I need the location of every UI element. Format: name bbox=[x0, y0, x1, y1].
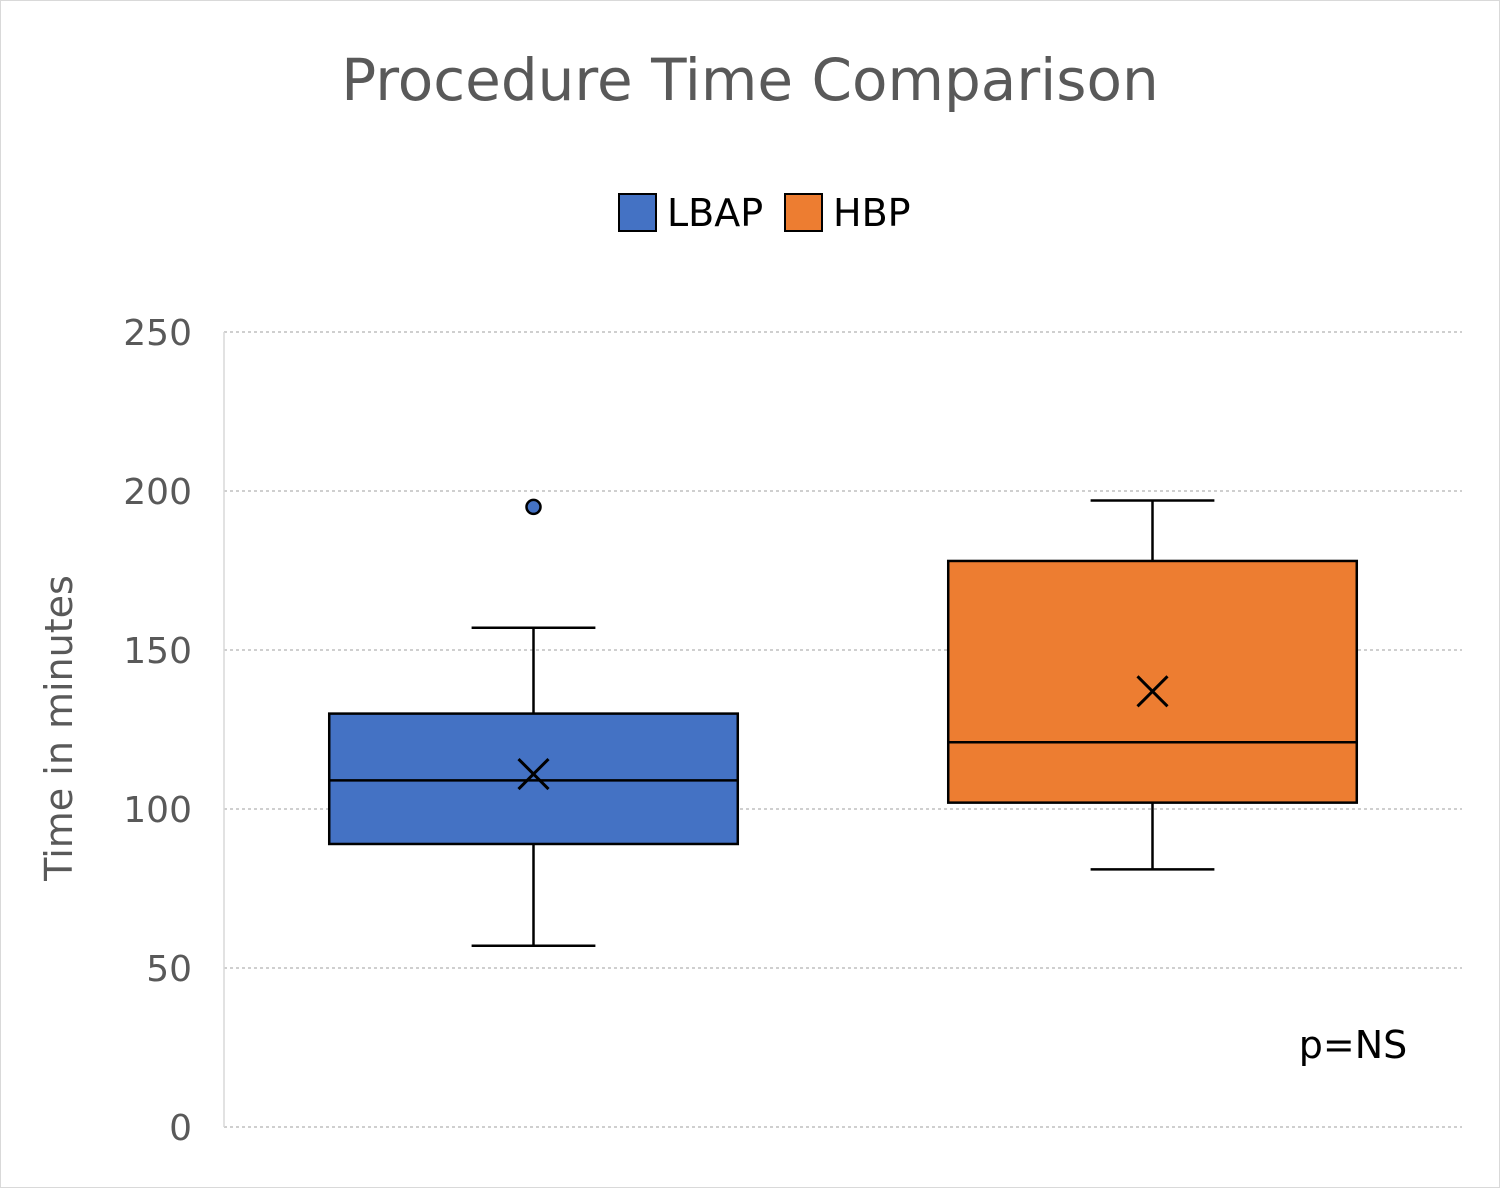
legend-label-lbap: LBAP bbox=[667, 191, 763, 235]
mean-marker-hbp bbox=[1136, 675, 1169, 708]
mean-marker-stroke-b-hbp bbox=[1136, 675, 1169, 708]
legend-swatch-lbap bbox=[618, 193, 657, 232]
legend-label-hbp: HBP bbox=[833, 191, 911, 235]
y-tick-label-150: 150 bbox=[123, 631, 192, 672]
box-hbp bbox=[946, 499, 1359, 871]
legend: LBAP HBP bbox=[618, 191, 911, 235]
y-tick-label-0: 0 bbox=[169, 1108, 192, 1149]
mean-marker-stroke-b-lbap bbox=[517, 757, 550, 791]
y-axis-ticks: 0 50 100 150 200 250 bbox=[123, 313, 192, 1149]
outlier-point-lbap-0 bbox=[525, 498, 542, 516]
legend-swatch-hbp bbox=[784, 193, 823, 232]
y-tick-label-250: 250 bbox=[123, 313, 192, 354]
chart-title: Procedure Time Comparison bbox=[341, 46, 1159, 114]
boxes bbox=[327, 498, 1359, 947]
y-tick-label-200: 200 bbox=[123, 472, 192, 513]
y-tick-label-50: 50 bbox=[146, 949, 192, 990]
mean-marker-lbap bbox=[517, 757, 550, 791]
box-lbap bbox=[327, 498, 740, 947]
y-tick-label-100: 100 bbox=[123, 790, 192, 831]
y-axis-label: Time in minutes bbox=[37, 575, 81, 882]
iqr-box-hbp bbox=[946, 559, 1359, 804]
p-value-annotation: p=NS bbox=[1299, 1023, 1408, 1067]
iqr-box-lbap bbox=[327, 712, 740, 846]
